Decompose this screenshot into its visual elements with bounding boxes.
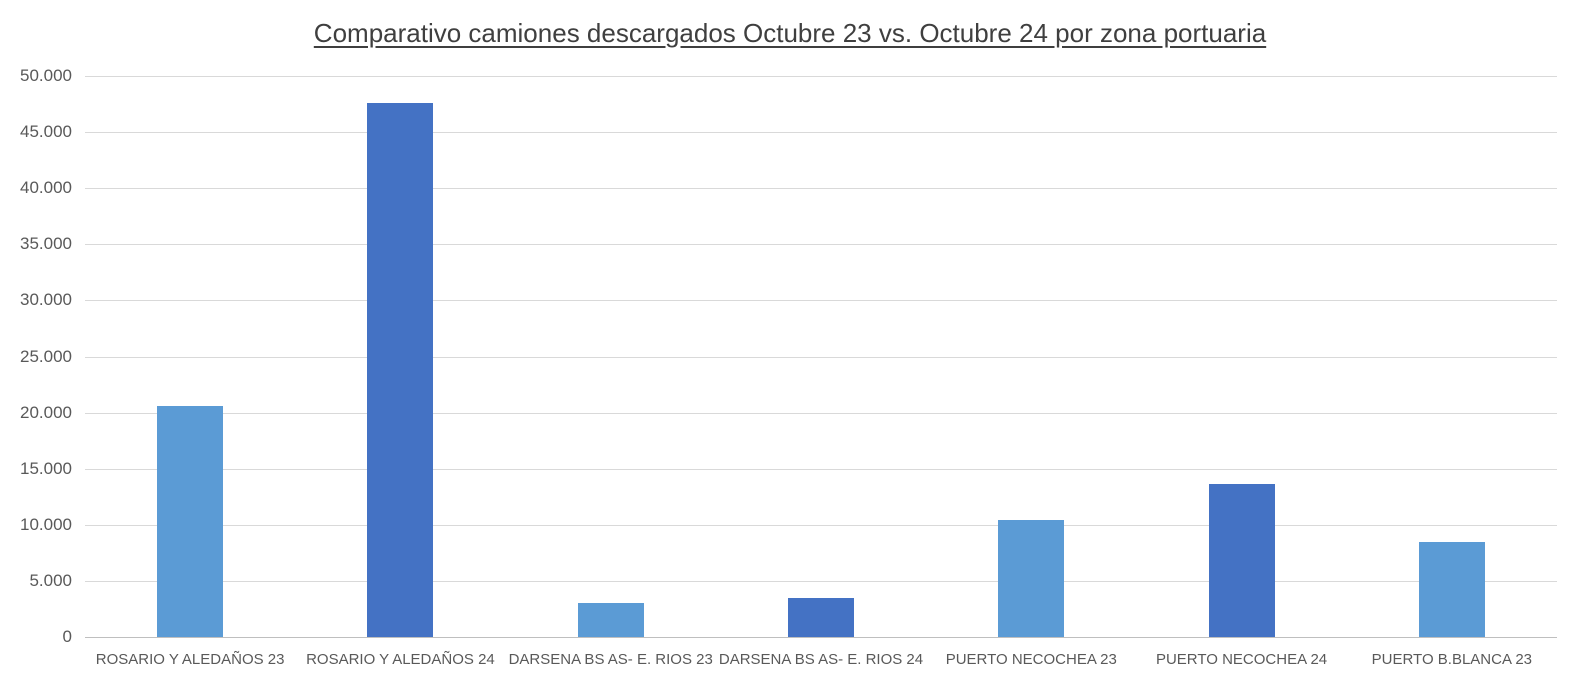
y-axis-tick-label: 35.000 [20, 234, 72, 254]
bar-4 [788, 597, 854, 637]
y-axis-tick-label: 30.000 [20, 290, 72, 310]
y-axis-tick-label: 50.000 [20, 66, 72, 85]
x-axis-category-label: ROSARIO Y ALEDAÑOS 24 [306, 651, 495, 668]
gridline [85, 580, 1557, 582]
gridline [85, 468, 1557, 470]
x-axis-category-label: DARSENA BS AS- E. RIOS 24 [718, 651, 924, 668]
chart-title: Comparativo camiones descargados Octubre… [313, 18, 1267, 48]
gridline [85, 76, 1557, 77]
gridline [85, 356, 1557, 358]
y-axis-tick-label: 0 [62, 627, 72, 646]
bar-5 [998, 520, 1065, 637]
gridline [85, 524, 1557, 526]
bar-3 [577, 603, 644, 637]
gridline [85, 188, 1557, 190]
bar-6 [1208, 484, 1275, 637]
y-axis-tick-label: 20.000 [20, 402, 72, 422]
x-axis-category-label: DARSENA BS AS- E. RIOS 23 [508, 651, 713, 668]
x-axis-category-label: PUERTO NECOCHEA 24 [1155, 651, 1328, 668]
gridline [85, 132, 1557, 134]
y-axis-tick-label: 10.000 [20, 514, 72, 534]
y-axis-tick-label: 5.000 [29, 570, 72, 590]
bar-2 [367, 102, 434, 637]
x-axis-line [85, 637, 1557, 638]
x-axis-category-label: PUERTO NECOCHEA 23 [945, 651, 1117, 668]
gridline [85, 300, 1557, 302]
y-axis-tick-label: 40.000 [20, 178, 72, 198]
y-axis-tick-label: 25.000 [20, 346, 72, 366]
bar-7 [1418, 541, 1485, 637]
gridline [85, 244, 1557, 246]
x-axis-category-label: ROSARIO Y ALEDAÑOS 23 [95, 651, 285, 668]
bar-1 [157, 405, 224, 637]
y-axis-tick-label: 15.000 [20, 458, 72, 478]
gridline [85, 412, 1557, 414]
x-axis-category-label: PUERTO B.BLANCA 23 [1371, 651, 1533, 668]
y-axis-tick-label: 45.000 [20, 122, 72, 142]
